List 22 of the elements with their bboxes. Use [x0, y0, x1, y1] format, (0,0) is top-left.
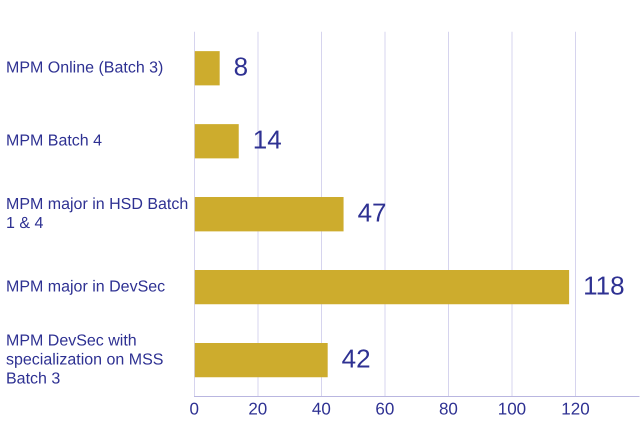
bar	[194, 270, 570, 304]
y-tick-label: MPM Online (Batch 3)	[6, 60, 164, 77]
bar	[194, 197, 344, 232]
data-label: 14	[252, 124, 282, 154]
x-tick-label: 120	[561, 399, 590, 418]
bar	[194, 124, 239, 158]
y-tick-label: MPM major in DevSec	[6, 278, 166, 296]
x-tick-label: 100	[498, 399, 526, 418]
y-tick-label: MPM Batch 4	[6, 132, 102, 150]
data-label: 47	[358, 197, 386, 228]
x-tick-label: 60	[375, 399, 394, 418]
data-label: 8	[234, 51, 248, 82]
x-tick-label: 80	[438, 399, 458, 418]
y-tick-label: MPM major in HSD Batch 1 & 4	[6, 196, 188, 232]
x-tick-label: 40	[312, 399, 331, 418]
data-label: 42	[342, 343, 371, 374]
bar	[194, 342, 328, 378]
x-tick-label: 20	[248, 399, 268, 418]
y-tick-label: MPM DevSec with specialization on MSS Batch 3	[6, 332, 164, 388]
bar	[194, 51, 220, 86]
x-tick-label: 0	[190, 399, 199, 418]
data-label: 118	[583, 270, 625, 300]
